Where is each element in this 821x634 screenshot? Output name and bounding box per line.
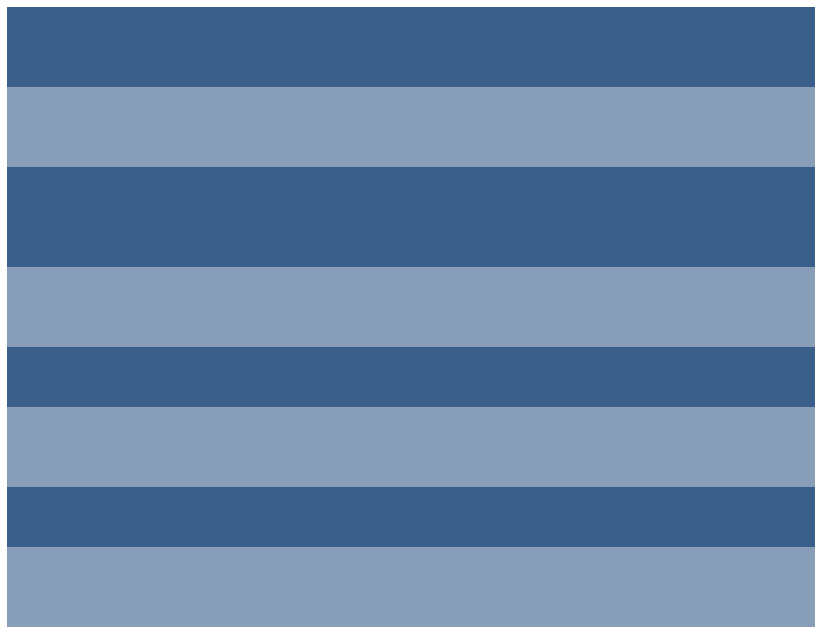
stripe <box>7 267 815 347</box>
stripe <box>7 407 815 487</box>
stripe <box>7 347 815 407</box>
stripe <box>7 547 815 627</box>
stripe <box>7 487 815 547</box>
stripe <box>7 7 815 87</box>
stripe <box>7 87 815 167</box>
stripe <box>7 167 815 267</box>
